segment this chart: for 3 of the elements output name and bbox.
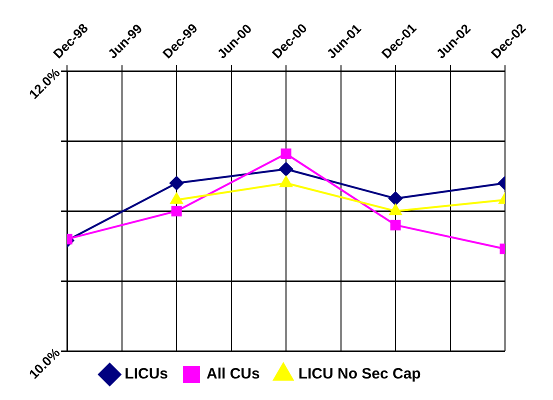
legend-label: All CUs (206, 366, 260, 383)
legend-label: LICU No Sec Cap (298, 366, 421, 383)
legend-label: LICUs (124, 366, 168, 383)
